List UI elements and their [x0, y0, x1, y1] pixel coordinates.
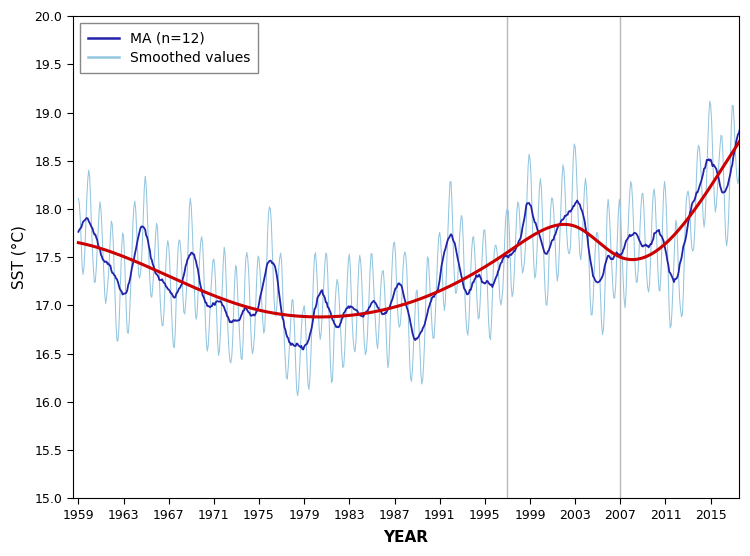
Legend: MA (n=12), Smoothed values: MA (n=12), Smoothed values — [80, 23, 259, 73]
Y-axis label: SST (°C): SST (°C) — [11, 225, 26, 289]
X-axis label: YEAR: YEAR — [383, 530, 428, 545]
